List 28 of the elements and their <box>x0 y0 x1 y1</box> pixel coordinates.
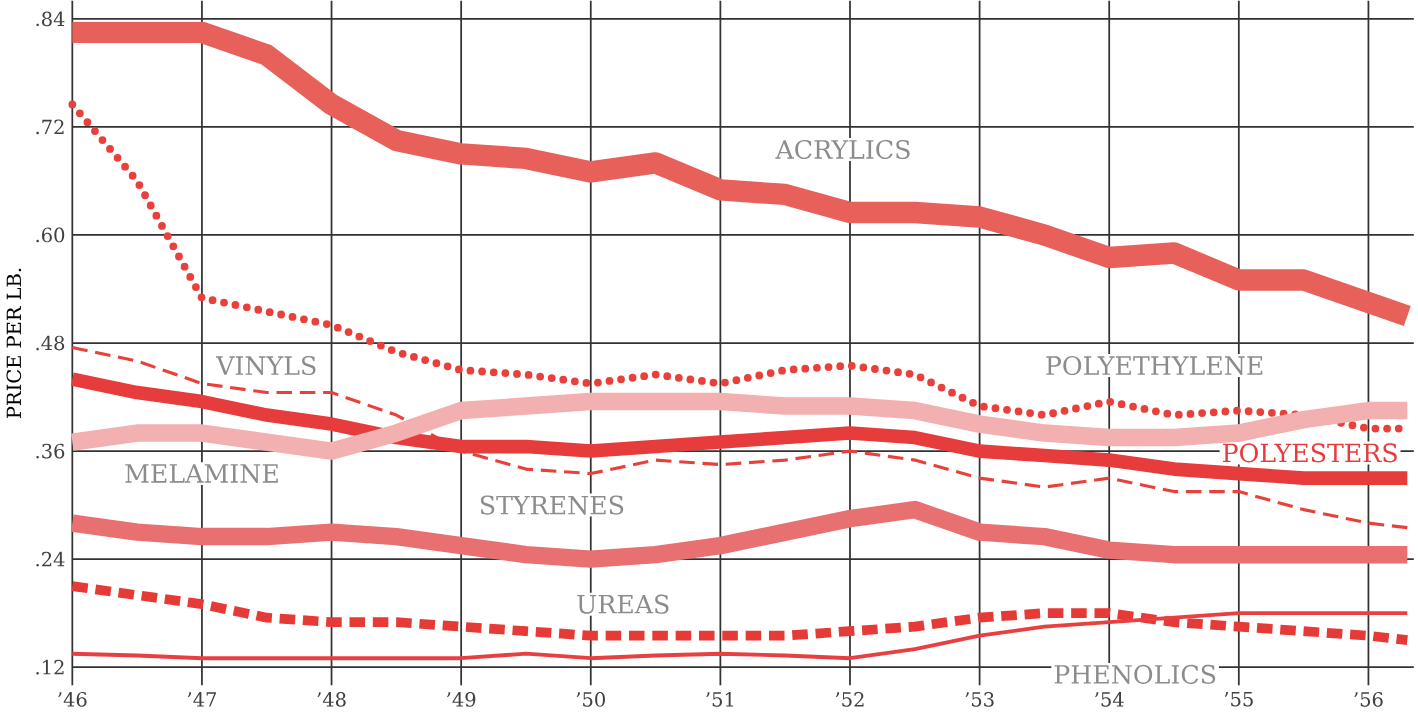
y-tick-label: .84 <box>36 11 65 27</box>
series-label: VINYLS <box>215 355 316 375</box>
y-tick-label: .36 <box>36 443 65 459</box>
x-tick-label: ’56 <box>1354 691 1383 707</box>
x-tick-label: ’46 <box>58 691 87 707</box>
y-tick-label: .24 <box>36 551 65 567</box>
series-label: ACRYLICS <box>775 139 910 159</box>
series-label: MELAMINE <box>125 464 278 483</box>
series-label: PHENOLICS <box>1054 664 1216 684</box>
x-tick-label: ’49 <box>447 691 476 707</box>
y-tick-label: .72 <box>36 119 64 135</box>
line-series <box>70 345 1409 530</box>
x-tick-label: ’52 <box>835 691 864 707</box>
x-tick-label: ’47 <box>187 691 216 707</box>
x-tick-label: ’48 <box>317 691 346 707</box>
x-tick-label: ’54 <box>1095 691 1124 707</box>
y-tick-label: .12 <box>36 659 64 675</box>
series-label: POLYETHYLENE <box>1046 355 1263 375</box>
x-tick-label: ’55 <box>1224 691 1253 707</box>
y-axis-title: PRICE PER LB. <box>6 268 22 418</box>
y-tick-label: .60 <box>36 227 65 243</box>
x-tick-label: ’50 <box>576 691 605 707</box>
series-label: STYRENES <box>480 495 624 515</box>
y-tick-label: .48 <box>36 335 65 351</box>
series-label: POLYESTERS <box>1223 443 1397 463</box>
x-tick-label: ’51 <box>706 691 734 707</box>
series-label: UREAS <box>577 594 669 614</box>
x-tick-label: ’53 <box>965 691 994 707</box>
